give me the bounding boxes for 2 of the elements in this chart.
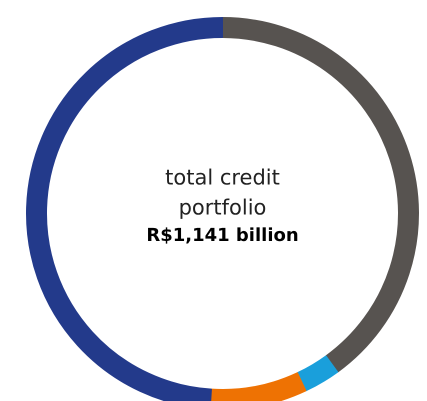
text: total credit portfolio xyxy=(165,166,280,220)
text: R$1,141 billion xyxy=(146,225,299,246)
